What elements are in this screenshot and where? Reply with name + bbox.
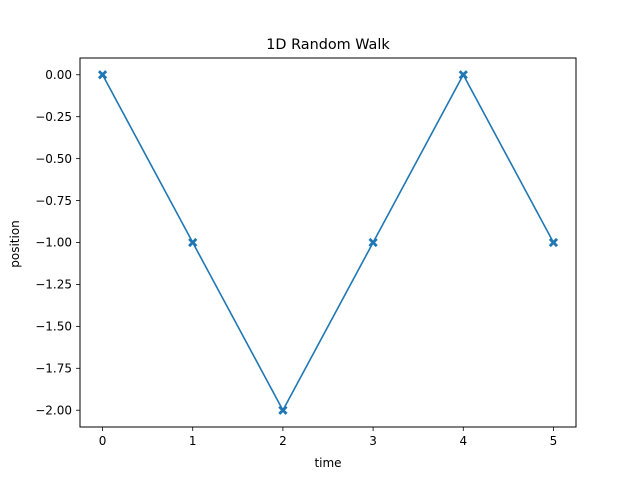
data-point-marker — [97, 70, 108, 80]
y-tick-label: −1.50 — [35, 320, 72, 334]
x-tick-label: 5 — [550, 434, 558, 448]
y-tick-label: 0.00 — [45, 68, 72, 82]
y-axis-label: position — [8, 220, 22, 268]
y-tick-label: −2.00 — [35, 403, 72, 417]
data-point-marker — [188, 237, 198, 248]
data-point-marker — [458, 70, 468, 80]
data-point-marker — [548, 237, 559, 248]
axes: 0 1 2 3 4 5 0.00 −0.25 −0.50 −0.75 −1.00 −1.25 −1.50… — [35, 57, 577, 448]
data-point-marker — [278, 405, 288, 415]
plot-area — [97, 70, 559, 415]
x-tick-label: 0 — [99, 434, 107, 448]
x-marker-shape — [548, 237, 559, 248]
y-tick-label: −0.25 — [35, 110, 72, 124]
x-marker-shape — [97, 70, 108, 80]
x-marker-shape — [458, 70, 468, 80]
series-line — [101, 73, 555, 412]
y-tick-label: −1.75 — [35, 361, 72, 375]
y-tick-label: −0.75 — [35, 194, 72, 208]
x-axis-label: time — [314, 456, 341, 470]
y-tick-label: −0.50 — [35, 152, 72, 166]
y-tick-label: −1.00 — [35, 236, 72, 250]
x-tick-label: 1 — [189, 434, 197, 448]
x-marker-shape — [368, 237, 378, 248]
x-marker-shape — [188, 237, 198, 248]
x-tick-label: 3 — [369, 434, 377, 448]
data-point-marker — [368, 237, 378, 248]
x-tick-label: 2 — [279, 434, 287, 448]
x-marker-shape — [278, 405, 288, 415]
chart-title: 1D Random Walk — [266, 37, 390, 53]
x-tick-label: 4 — [459, 434, 467, 448]
y-tick-label: −1.25 — [35, 278, 72, 292]
